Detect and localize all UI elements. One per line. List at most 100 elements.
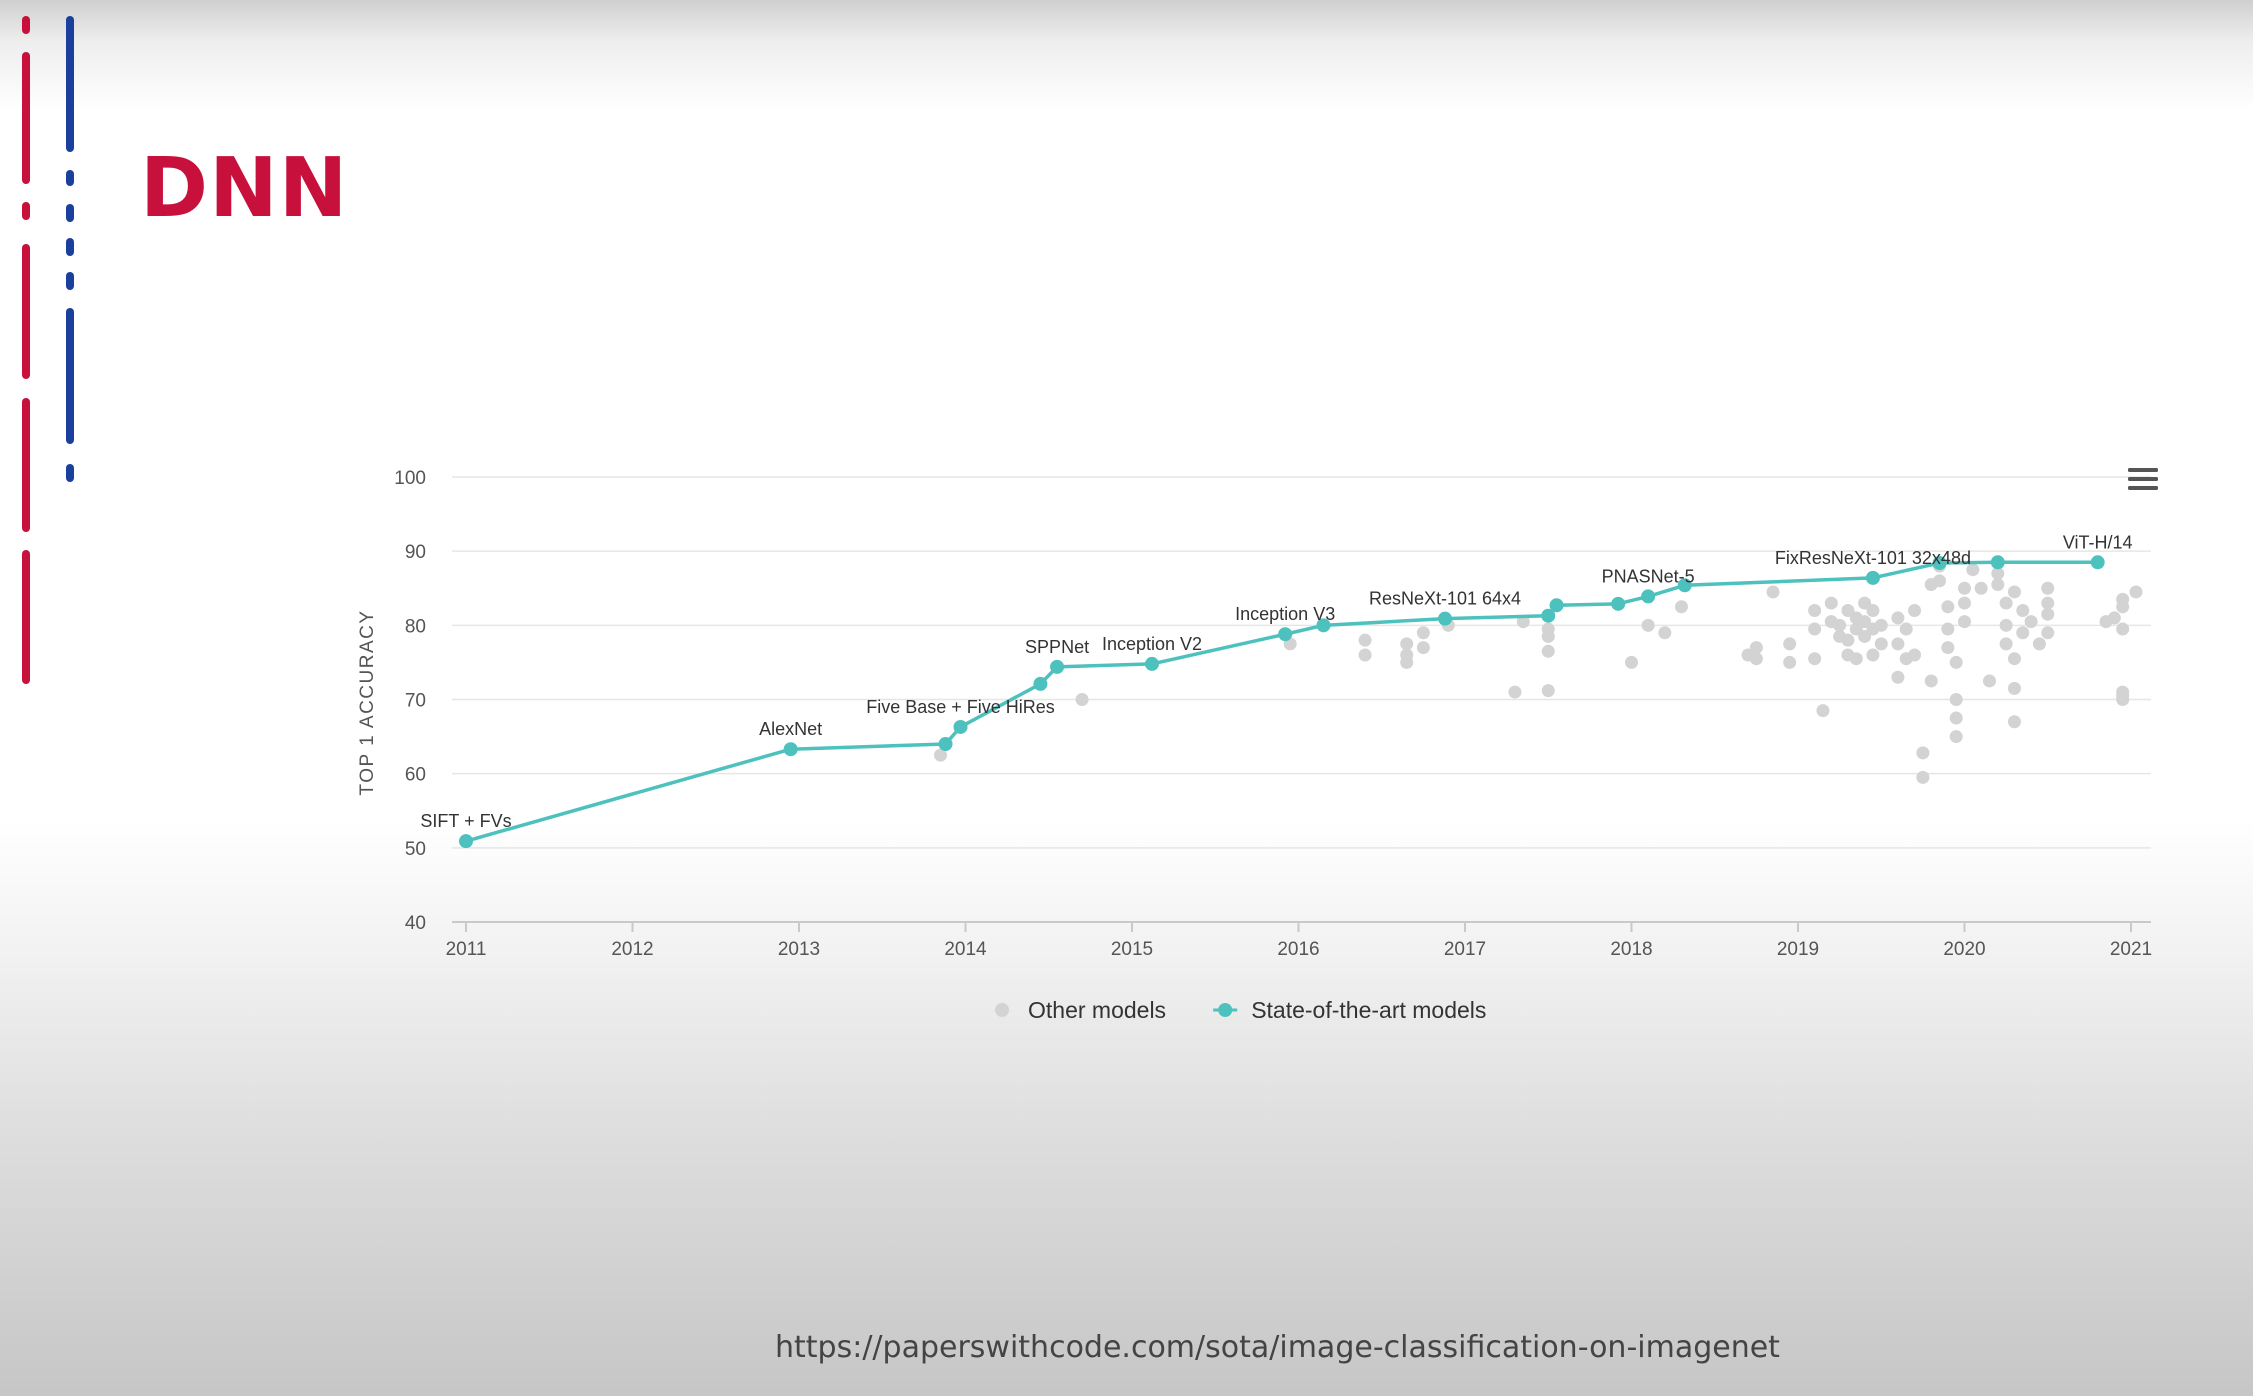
other-model-point xyxy=(1899,622,1913,636)
legend-marker xyxy=(995,1003,1009,1017)
x-tick-label: 2021 xyxy=(2110,939,2152,960)
x-tick-label: 2014 xyxy=(944,939,987,960)
legend-item[interactable]: Other models xyxy=(995,997,1166,1023)
sota-point[interactable] xyxy=(953,719,968,734)
y-tick-label: 70 xyxy=(405,691,426,712)
sota-point[interactable] xyxy=(1865,570,1880,585)
sota-point[interactable] xyxy=(1278,627,1293,642)
other-model-point xyxy=(1949,730,1963,744)
other-model-point xyxy=(1941,600,1955,614)
sota-point[interactable] xyxy=(783,742,798,757)
other-model-point xyxy=(2016,626,2030,640)
other-model-point xyxy=(1841,604,1855,617)
sota-point[interactable] xyxy=(1932,556,1947,571)
other-model-point xyxy=(2116,693,2130,706)
other-model-point xyxy=(2041,626,2055,640)
menu-icon-bar xyxy=(2128,486,2158,490)
y-tick-label: 40 xyxy=(405,913,426,934)
y-tick-label: 50 xyxy=(405,839,426,860)
other-model-point xyxy=(1949,655,1963,669)
other-model-point xyxy=(1858,629,1872,643)
other-model-point xyxy=(1075,693,1089,706)
other-model-point xyxy=(1541,644,1555,658)
other-model-point xyxy=(1358,633,1372,647)
other-model-point xyxy=(2129,585,2143,599)
sota-point[interactable] xyxy=(1549,598,1564,613)
sota-point-label: PNASNet-5 xyxy=(1602,566,1695,586)
other-model-point xyxy=(1933,574,1947,588)
other-model-point xyxy=(1949,693,1963,706)
x-tick-label: 2016 xyxy=(1277,939,1319,960)
x-tick-label: 2019 xyxy=(1777,939,1819,960)
other-models-points xyxy=(934,559,2143,784)
sota-point[interactable] xyxy=(1990,555,2005,570)
other-model-point xyxy=(1400,655,1414,669)
x-tick-label: 2020 xyxy=(1943,939,1985,960)
legend-label: State-of-the-art models xyxy=(1251,997,1486,1023)
other-model-point xyxy=(1749,641,1763,655)
other-model-point xyxy=(1991,578,2005,592)
other-model-point xyxy=(1891,611,1905,625)
sota-point[interactable] xyxy=(938,737,953,751)
other-model-point xyxy=(1891,670,1905,684)
sota-point[interactable] xyxy=(1316,618,1331,633)
other-model-point xyxy=(1924,674,1938,688)
grid-lines xyxy=(452,476,2151,849)
sota-point[interactable] xyxy=(459,834,473,849)
other-model-point xyxy=(1858,596,1872,610)
other-model-point xyxy=(1958,615,1971,629)
sota-point[interactable] xyxy=(1677,578,1692,593)
sota-point[interactable] xyxy=(1438,611,1453,626)
sota-point-label: Inception V3 xyxy=(1235,604,1335,624)
other-model-point xyxy=(1766,585,1780,599)
sota-point[interactable] xyxy=(1641,589,1656,604)
other-model-point xyxy=(1916,746,1930,760)
other-model-point xyxy=(1866,604,1880,617)
hamburger-menu-icon[interactable] xyxy=(2128,468,2158,490)
sota-point[interactable] xyxy=(1144,656,1159,671)
other-model-point xyxy=(1866,648,1880,662)
sota-point[interactable] xyxy=(1541,608,1556,623)
other-model-point xyxy=(2007,585,2021,599)
other-model-point xyxy=(1982,674,1996,688)
other-model-point xyxy=(1783,655,1797,669)
decorative-side-bars xyxy=(22,16,74,684)
other-model-point xyxy=(2007,652,2021,666)
other-model-point xyxy=(1841,633,1855,647)
other-model-point xyxy=(1958,596,1971,610)
other-model-point xyxy=(1400,637,1414,651)
other-model-point xyxy=(1991,566,2005,580)
other-model-point xyxy=(1508,685,1522,699)
sota-point[interactable] xyxy=(1050,659,1065,674)
chart-legend[interactable]: Other models State-of-the-art models xyxy=(995,997,1486,1023)
other-model-point xyxy=(1658,626,1672,640)
y-tick-label: 90 xyxy=(405,542,426,563)
sota-point[interactable] xyxy=(1033,676,1048,691)
other-model-point xyxy=(1416,626,1430,640)
x-tick-label: 2017 xyxy=(1444,939,1486,960)
other-model-point xyxy=(1999,596,2013,610)
sota-point[interactable] xyxy=(2090,555,2105,570)
sota-point-label: ViT-H/14 xyxy=(2063,532,2133,552)
other-model-point xyxy=(1808,622,1822,636)
axes: 40 50 60 70 80 90 100 2011 2012 2013 2014 2015 2016 2… xyxy=(357,468,2152,960)
legend-item[interactable]: State-of-the-art models xyxy=(1213,997,1486,1023)
other-model-point xyxy=(2007,715,2021,729)
x-tick-label: 2012 xyxy=(611,939,653,960)
x-tick-label: 2013 xyxy=(778,939,820,960)
other-model-point xyxy=(1874,637,1888,651)
menu-icon-bar xyxy=(2128,477,2158,481)
other-model-point xyxy=(934,748,948,762)
sota-point[interactable] xyxy=(1611,596,1626,611)
other-model-point xyxy=(1541,684,1555,698)
other-model-point xyxy=(1916,770,1930,784)
other-model-point xyxy=(2016,604,2030,617)
other-model-point xyxy=(1949,711,1963,725)
source-url[interactable]: https://paperswithcode.com/sota/image-cl… xyxy=(775,1330,1780,1365)
other-model-point xyxy=(1908,648,1922,662)
other-model-point xyxy=(2107,611,2121,625)
other-model-point xyxy=(1808,652,1822,666)
other-model-point xyxy=(1783,637,1797,651)
other-model-point xyxy=(1749,652,1763,666)
